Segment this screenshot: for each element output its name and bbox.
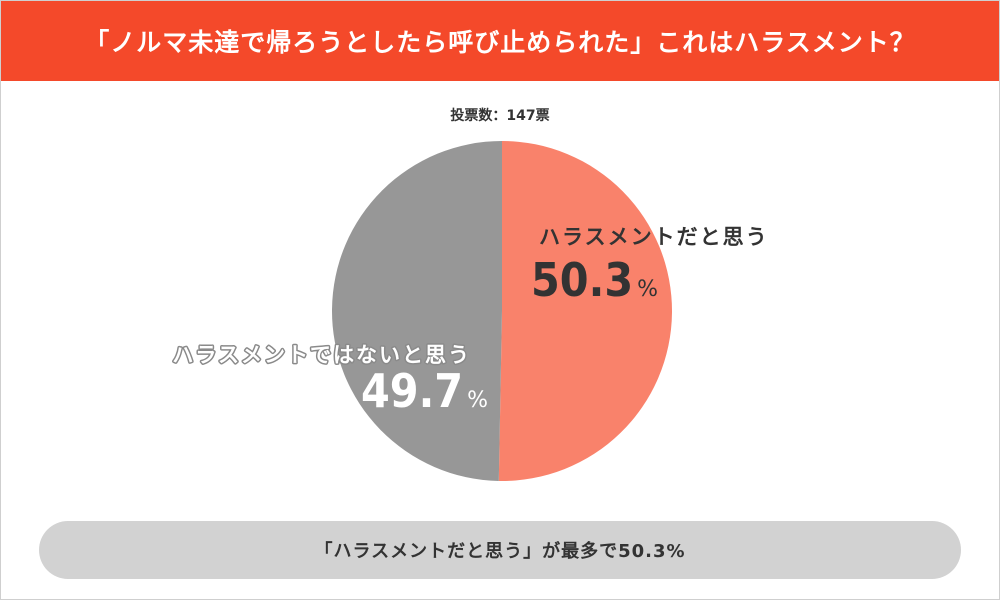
slice-label-harassment: ハラスメントだと思う xyxy=(539,225,769,249)
pie-slice-not-harassment xyxy=(331,141,502,481)
chart-title: 「ノルマ未達で帰ろうとしたら呼び止められた」これはハラスメント？ xyxy=(84,28,916,57)
slice-value-number-not-harassment: 49.7 xyxy=(361,364,463,418)
slice-label-not-harassment: ハラスメントではないと思う xyxy=(172,343,471,367)
vote-count: 投票数：147票 xyxy=(450,108,550,124)
slice-value-not-harassment: 49.7% xyxy=(361,364,488,418)
slice-value-unit-not-harassment: % xyxy=(467,388,488,413)
slice-value-unit-harassment: % xyxy=(637,277,658,302)
pie-slice-harassment xyxy=(498,141,672,481)
summary-text: 「ハラスメントだと思う」が最多で50.3% xyxy=(314,541,686,562)
slice-value-harassment: 50.3% xyxy=(531,253,658,307)
chart-title-banner: 「ノルマ未達で帰ろうとしたら呼び止められた」これはハラスメント？ xyxy=(1,1,999,81)
slice-value-number-harassment: 50.3 xyxy=(531,253,633,307)
summary-pill: 「ハラスメントだと思う」が最多で50.3% xyxy=(39,521,961,579)
